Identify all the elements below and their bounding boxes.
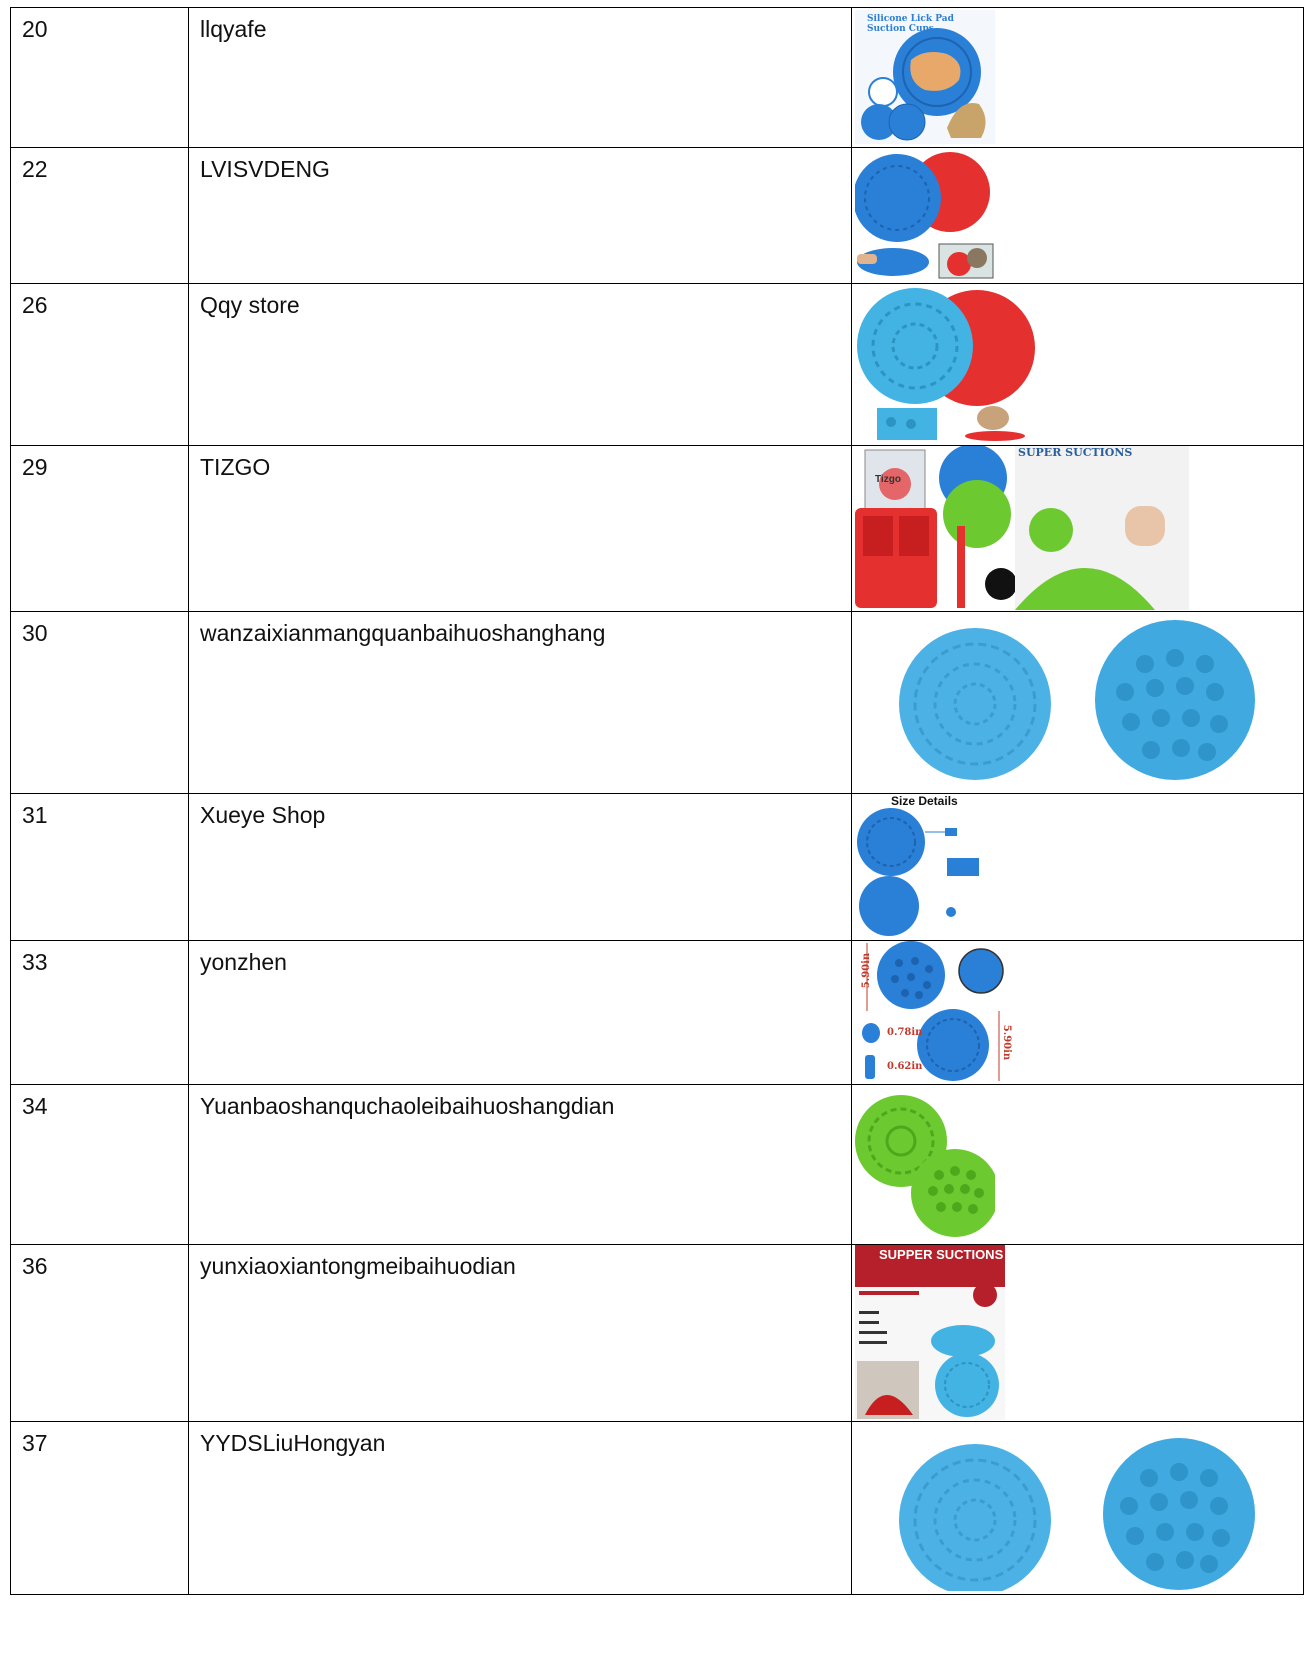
row-number: 31 (10, 793, 189, 941)
table-row: 20 llqyafe Silicone Lick Pad Suction Cup… (10, 7, 1304, 148)
store-name: llqyafe (188, 7, 852, 148)
lick-pad-dimensions-icon: 5.90in 0.78in 0.62in 5.90in (855, 941, 1015, 1083)
table-row: 26 Qqy store (10, 283, 1304, 446)
image-caption: Tizgo (875, 474, 901, 485)
product-image (857, 808, 979, 936)
product-image (855, 1095, 995, 1237)
row-number: 20 (10, 7, 189, 148)
product-image (861, 28, 986, 141)
row-number: 33 (10, 940, 189, 1085)
store-name: wanzaixianmangquanbaihuoshanghang (188, 611, 852, 794)
lick-pad-blue-front-back-icon (855, 1424, 1295, 1591)
row-number: 37 (10, 1421, 189, 1595)
product-image (899, 1438, 1255, 1591)
image-caption: SUPPER SUCTIONS (879, 1247, 1004, 1262)
row-number: 30 (10, 611, 189, 794)
store-name: Qqy store (188, 283, 852, 446)
row-number: 22 (10, 147, 189, 284)
lick-pad-size-details-icon: Size Details (855, 794, 1005, 939)
store-name: Xueye Shop (188, 793, 852, 941)
row-number: 26 (10, 283, 189, 446)
store-name: LVISVDENG (188, 147, 852, 284)
lick-pad-supper-suctions-icon: SUPPER SUCTIONS (855, 1245, 1005, 1420)
product-image (855, 152, 994, 279)
lick-pad-blue-front-back-icon (855, 614, 1295, 790)
product-image (899, 620, 1255, 780)
product-image (855, 1245, 1005, 1419)
table-row: 31 Xueye Shop Size Details (10, 793, 1304, 941)
store-name: yonzhen (188, 940, 852, 1085)
store-name: YYDSLiuHongyan (188, 1421, 852, 1595)
product-image (857, 288, 1035, 441)
image-caption: Silicone Lick Pad Suction Cups (867, 14, 954, 34)
dimension-label: 5.90in (1001, 1024, 1013, 1061)
dimension-label: 0.78in (887, 1027, 923, 1038)
table-row: 33 yonzhen (10, 940, 1304, 1085)
lick-pad-tizgo-set-icon: SUPER SUCTIONS Tizgo (855, 446, 1189, 610)
row-number: 29 (10, 445, 189, 612)
table-row: 34 Yuanbaoshanquchaoleibaihuoshangdian (10, 1084, 1304, 1245)
row-number: 36 (10, 1244, 189, 1422)
table-row: 36 yunxiaoxiantongmeibaihuodian (10, 1244, 1304, 1422)
image-caption: Size Details (891, 794, 958, 808)
store-name: Yuanbaoshanquchaoleibaihuoshangdian (188, 1084, 852, 1245)
dimension-label: 0.62in (887, 1061, 923, 1072)
table-row: 22 LVISVDENG (10, 147, 1304, 284)
store-table: 20 llqyafe Silicone Lick Pad Suction Cup… (10, 7, 1304, 1595)
dimension-label: 5.90in (861, 952, 873, 989)
image-caption: SUPER SUCTIONS (1018, 446, 1133, 459)
store-name: yunxiaoxiantongmeibaihuodian (188, 1244, 852, 1422)
table-row: 30 wanzaixianmangquanbaihuoshanghang (10, 611, 1304, 794)
lick-pad-green-pair-icon (855, 1087, 995, 1241)
product-image (855, 446, 1189, 610)
lick-pad-blue-orange-dog-icon: Silicone Lick Pad Suction Cups (855, 10, 995, 144)
table-row: 29 TIZGO (10, 445, 1304, 612)
lick-pad-blue-red-pair-icon (855, 150, 995, 280)
store-name: TIZGO (188, 445, 852, 612)
lick-pad-cyan-red-cat-icon (855, 286, 1045, 442)
row-number: 34 (10, 1084, 189, 1245)
table-row: 37 YYDSLiuHongyan (10, 1421, 1304, 1595)
product-image (862, 941, 1004, 1081)
